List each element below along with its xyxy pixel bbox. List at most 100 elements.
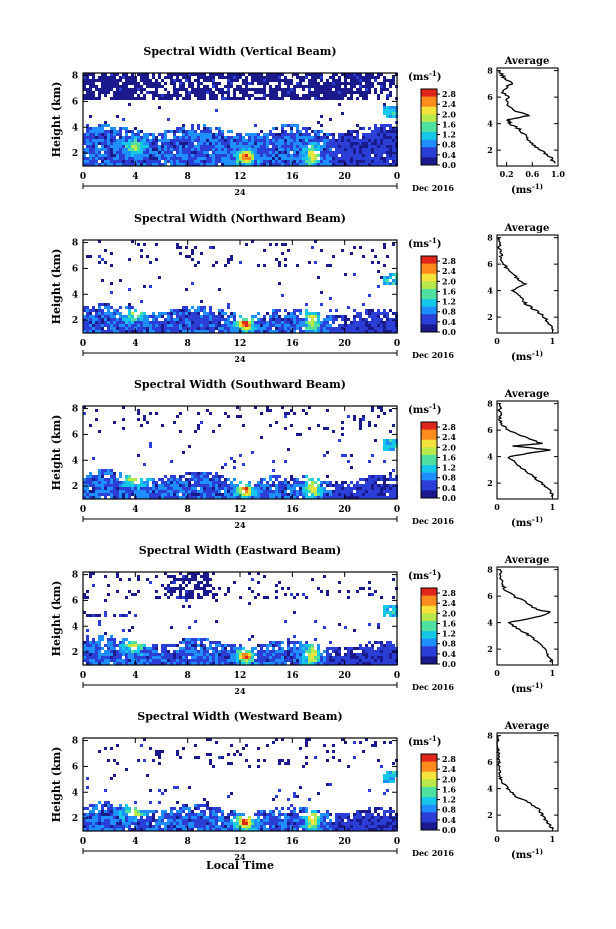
heatmap-cell [251, 82, 254, 85]
heatmap-cell [182, 127, 185, 130]
heatmap-cell [194, 157, 197, 160]
heatmap-cell [104, 315, 107, 318]
heatmap-cell [215, 85, 218, 88]
heatmap-cell [245, 330, 248, 333]
heatmap-cell [116, 133, 119, 136]
heatmap-cell [137, 243, 140, 246]
heatmap-cell [338, 581, 341, 584]
heatmap-cell [95, 650, 98, 653]
heatmap-cell [296, 496, 299, 499]
heatmap-cell [185, 659, 188, 662]
heatmap-cell [116, 490, 119, 493]
heatmap-cell [299, 327, 302, 330]
heatmap-cell [338, 650, 341, 653]
heatmap-cell [257, 264, 260, 267]
colorbar-swatch [421, 608, 437, 612]
heatmap-cell [260, 79, 263, 82]
heatmap-cell [377, 484, 380, 487]
heatmap-cell [377, 145, 380, 148]
heatmap-cell [344, 653, 347, 656]
heatmap-cell [293, 656, 296, 659]
heatmap-cell [89, 97, 92, 100]
heatmap-cell [275, 475, 278, 478]
heatmap-cell [380, 73, 383, 76]
heatmap-cell [101, 76, 104, 79]
heatmap-cell [368, 460, 371, 463]
heatmap-cell [242, 151, 245, 154]
heatmap-cell [95, 136, 98, 139]
heatmap-cell [341, 490, 344, 493]
heatmap-cell [212, 139, 215, 142]
heatmap-cell [305, 73, 308, 76]
heatmap-cell [140, 136, 143, 139]
heatmap-cell [299, 157, 302, 160]
heatmap-cell [278, 163, 281, 166]
heatmap-cell [287, 324, 290, 327]
heatmap-cell [239, 454, 242, 457]
heatmap-cell [170, 626, 173, 629]
heatmap-cell [305, 157, 308, 160]
heatmap-cell [350, 130, 353, 133]
heatmap-cell [281, 659, 284, 662]
heatmap-cell [107, 327, 110, 330]
heatmap-cell [209, 130, 212, 133]
heatmap-cell [368, 647, 371, 650]
heatmap-cell [353, 142, 356, 145]
heatmap-cell [161, 330, 164, 333]
heatmap-cell [326, 148, 329, 151]
heatmap-cell [254, 151, 257, 154]
heatmap-cell [149, 154, 152, 157]
heatmap-cell [347, 484, 350, 487]
heatmap-cell [260, 330, 263, 333]
colorbar-swatch [421, 162, 437, 166]
heatmap-cell [338, 148, 341, 151]
heatmap-cell [164, 330, 167, 333]
heatmap-cell [263, 324, 266, 327]
heatmap-cell [269, 662, 272, 665]
heatmap-cell [218, 424, 221, 427]
heatmap-cell [107, 662, 110, 665]
heatmap-cell [215, 154, 218, 157]
heatmap-cell [341, 133, 344, 136]
heatmap-cell [203, 163, 206, 166]
heatmap-cell [176, 139, 179, 142]
heatmap-cell [356, 647, 359, 650]
heatmap-cell [380, 124, 383, 127]
heatmap-cell [137, 73, 140, 76]
colorbar-swatch [421, 149, 437, 153]
heatmap-cell [230, 324, 233, 327]
heatmap-cell [92, 127, 95, 130]
heatmap-cell [308, 133, 311, 136]
heatmap-cell [278, 581, 281, 584]
heatmap-cell [182, 330, 185, 333]
heatmap-cell [329, 297, 332, 300]
heatmap-cell [269, 139, 272, 142]
heatmap-cell [89, 312, 92, 315]
heatmap-cell [209, 647, 212, 650]
heatmap-cell [194, 656, 197, 659]
heatmap-cell [158, 653, 161, 656]
heatmap-cell [224, 412, 227, 415]
heatmap-cell [365, 163, 368, 166]
heatmap-cell [83, 484, 86, 487]
heatmap-cell [383, 662, 386, 665]
heatmap-cell [293, 124, 296, 127]
colorbar-tick-label: 2.0 [442, 109, 456, 119]
heatmap-cell [110, 157, 113, 160]
heatmap-cell [119, 650, 122, 653]
heatmap-cell [170, 82, 173, 85]
heatmap-cell [299, 79, 302, 82]
heatmap-cell [362, 659, 365, 662]
heatmap-cell [248, 662, 251, 665]
heatmap-cell [281, 650, 284, 653]
heatmap-cell [383, 106, 386, 109]
heatmap-cell [218, 321, 221, 324]
heatmap-cell [197, 472, 200, 475]
heatmap-cell [89, 88, 92, 91]
heatmap-cell [110, 133, 113, 136]
heatmap-cell [167, 587, 170, 590]
x-tick-label: 8 [185, 505, 191, 515]
heatmap-cell [371, 644, 374, 647]
heatmap-cell [368, 76, 371, 79]
heatmap-cell [203, 644, 206, 647]
